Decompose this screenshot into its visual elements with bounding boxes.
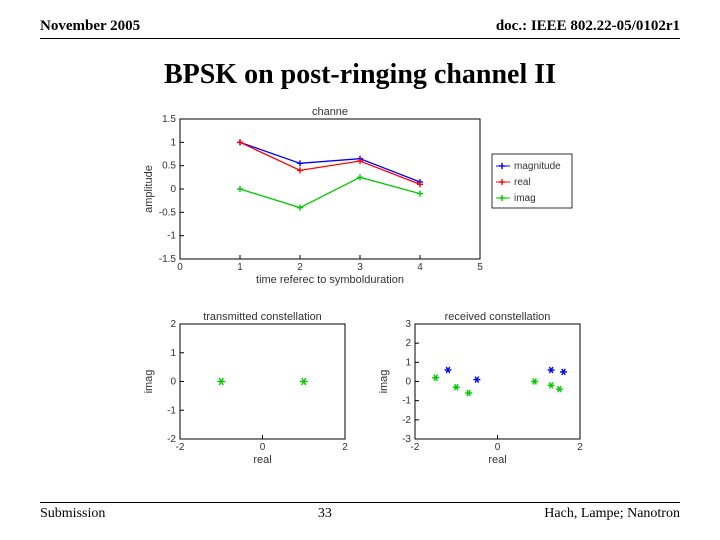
footer: Submission 33 Hach, Lampe; Nanotron	[0, 502, 720, 522]
svg-text:0: 0	[177, 262, 183, 273]
svg-text:real: real	[253, 454, 271, 466]
charts-container: 0 1 2 3 4 5 -1.5 -1 -0.5 0 0.5 1 1.5 channe time refer…	[80, 99, 640, 479]
svg-text:1: 1	[237, 262, 243, 273]
svg-text:2: 2	[342, 442, 348, 453]
svg-text:time referec to symbolduration: time referec to symbolduration	[256, 274, 404, 286]
svg-text:1.5: 1.5	[162, 114, 176, 125]
svg-text:-1: -1	[167, 405, 176, 416]
svg-text:real: real	[488, 454, 506, 466]
svg-text:0.5: 0.5	[162, 161, 176, 172]
svg-text:-2: -2	[167, 434, 176, 445]
svg-text:transmitted constellation: transmitted constellation	[203, 311, 322, 323]
svg-text:-3: -3	[402, 434, 411, 445]
header-doc: doc.: IEEE 802.22-05/0102r1	[496, 18, 680, 35]
footer-rule	[40, 502, 680, 503]
svg-text:imag: imag	[514, 193, 536, 204]
svg-text:0: 0	[170, 377, 176, 388]
svg-text:1: 1	[170, 348, 176, 359]
svg-text:2: 2	[405, 338, 411, 349]
svg-text:0: 0	[495, 442, 501, 453]
svg-text:0: 0	[170, 184, 176, 195]
svg-text:-1: -1	[402, 396, 411, 407]
svg-text:-0.5: -0.5	[159, 207, 177, 218]
svg-text:2: 2	[577, 442, 583, 453]
svg-text:received constellation: received constellation	[445, 311, 551, 323]
header-date: November 2005	[40, 18, 140, 35]
footer-right: Hach, Lampe; Nanotron	[544, 506, 680, 522]
footer-left: Submission	[40, 506, 105, 522]
svg-text:real: real	[514, 177, 531, 188]
svg-text:imag: imag	[378, 370, 390, 394]
svg-text:-2: -2	[176, 442, 185, 453]
svg-text:1: 1	[405, 357, 411, 368]
svg-text:3: 3	[357, 262, 363, 273]
svg-text:amplitude: amplitude	[143, 165, 155, 213]
svg-text:-2: -2	[411, 442, 420, 453]
svg-text:imag: imag	[143, 370, 155, 394]
svg-text:5: 5	[477, 262, 483, 273]
svg-text:-1: -1	[167, 231, 176, 242]
header: November 2005 doc.: IEEE 802.22-05/0102r…	[0, 0, 720, 38]
svg-text:-2: -2	[402, 415, 411, 426]
page-title: BPSK on post-ringing channel II	[0, 59, 720, 91]
header-rule	[40, 38, 680, 39]
svg-text:1: 1	[170, 137, 176, 148]
svg-text:4: 4	[417, 262, 423, 273]
svg-text:3: 3	[405, 319, 411, 330]
svg-text:channe: channe	[312, 106, 348, 118]
svg-text:0: 0	[405, 377, 411, 388]
footer-center: 33	[318, 506, 332, 522]
svg-text:0: 0	[260, 442, 266, 453]
svg-text:2: 2	[170, 319, 176, 330]
svg-text:magnitude: magnitude	[514, 161, 561, 172]
svg-text:2: 2	[297, 262, 303, 273]
svg-text:-1.5: -1.5	[159, 254, 177, 265]
charts-svg: 0 1 2 3 4 5 -1.5 -1 -0.5 0 0.5 1 1.5 channe time refer…	[80, 99, 640, 479]
